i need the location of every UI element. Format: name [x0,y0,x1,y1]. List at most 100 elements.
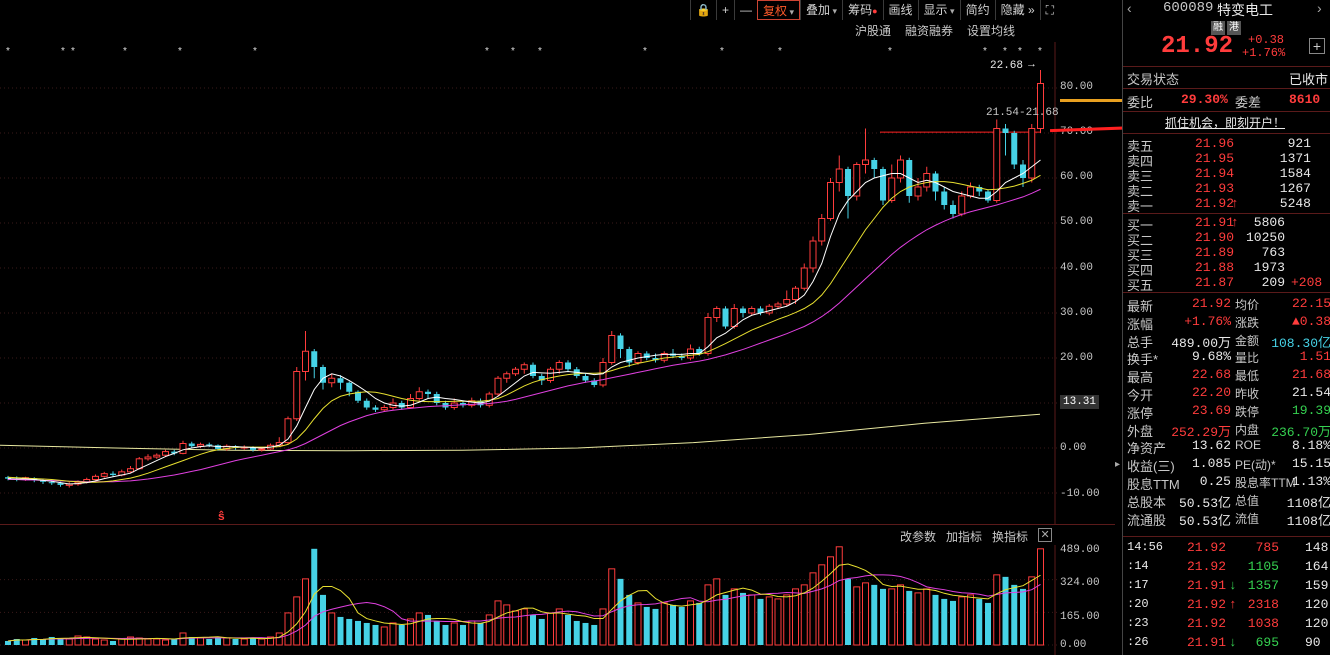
bid-row[interactable]: 买三 21.89 763 [1123,245,1330,263]
switch-indicator-button[interactable]: 换指标 [992,530,1029,544]
candle-body [800,267,808,289]
hk-connect-link[interactable]: 沪股通 [855,24,892,38]
candle-body [748,308,756,314]
ask-price: 21.96 [1195,136,1235,151]
vol-y-label-mid: 324.00 [1060,577,1100,589]
stat-value: 15.15 [1291,456,1330,472]
volume-bar [652,608,659,645]
toolbar-draw-button[interactable]: 画线 [882,0,918,20]
volume-chart[interactable] [0,545,1115,655]
candle-body [162,451,169,456]
bid-row[interactable]: 买五 21.87 209 +208 [1123,275,1330,293]
range-label: 21.54-21.68 [986,107,1059,119]
candlestick-chart[interactable]: * * * * * * * * * * * * * * * * * [0,42,1115,524]
bid-row[interactable]: 买一 21.91 ↑ 5806 [1123,215,1330,233]
volume-bar [512,610,519,646]
volume-bar [363,622,370,645]
margin-trading-link[interactable]: 融资融券 [905,24,954,38]
volume-bar [380,626,388,646]
bid-row[interactable]: 买二 21.90 10250 [1123,230,1330,248]
volume-bar [906,590,913,645]
candle-body [337,378,344,383]
toolbar-display-button[interactable]: 显示 [917,0,960,20]
volume-bar [240,638,248,646]
s-marker-icon: ŝ [218,509,225,523]
volume-bar [985,602,991,645]
stat-label: 金额 [1235,333,1260,348]
stat-label: 最低 [1235,369,1260,384]
ma-settings-link[interactable]: 设置均线 [967,24,1016,38]
tick-count: 90 [1305,635,1321,650]
volume-bar [687,600,694,646]
toolbar-hide-button[interactable]: 隐藏 » [994,0,1040,20]
ask-price: 21.93 [1195,181,1235,196]
stat-value: 50.53亿 [1178,513,1231,529]
stat-label: 总值 [1235,493,1260,508]
candle-body [197,443,204,447]
volume-bar [92,638,99,646]
change-params-button[interactable]: 改参数 [900,530,937,544]
stat-row: 今开 22.20 昨收 21.54 [1123,385,1330,403]
volume-bar [407,618,414,646]
toolbar-adjust-button[interactable]: 复权 [756,0,801,20]
candle-body [704,317,712,354]
stat-value: ▲0.38 [1291,313,1330,329]
volume-bar [215,636,221,645]
stat-label: 净资产 [1127,441,1167,457]
close-icon[interactable]: ✕ [1038,528,1053,542]
stat-row: 换手* 9.68% 量比 1.51 [1123,349,1330,367]
volume-bar [660,602,668,646]
ask-row[interactable]: 卖五 21.96 921 [1123,136,1330,154]
candle-body [250,447,256,450]
add-watch-icon[interactable]: + [1309,38,1325,54]
volume-bar [74,635,82,646]
panel-sep-1 [1123,66,1330,67]
candle-body [1011,133,1018,165]
toolbar-simple-button[interactable]: 简约 [959,0,995,20]
toolbar-zoom-in-icon[interactable]: + [715,0,734,20]
bid-row[interactable]: 买四 21.88 1973 [1123,260,1330,278]
panel-sep-6 [1123,292,1330,293]
volume-bar [670,604,676,645]
price-change-pct: +1.76% [1242,46,1286,60]
stock-name: 特变电工 [1217,2,1273,18]
stat-value: 22.68 [1191,367,1231,383]
volume-bar [827,556,834,646]
promo-link[interactable]: 抓住机会，即刻开户！ [1165,116,1286,130]
stat-value: 21.92 [1191,296,1231,311]
forward-chevron-icon[interactable]: › [1317,0,1322,16]
bid-price: 21.87 [1195,275,1235,290]
toolbar-zoom-out-icon[interactable]: — [733,0,757,20]
volume-bar [853,586,861,646]
event-star-icon: * [253,46,257,57]
back-chevron-icon[interactable]: ‹ [1127,0,1132,16]
candle-body [372,407,379,410]
quote-panel: ‹ 600089 特变电工 › 融港 21.92 +0.38 +1.76% + … [1122,0,1330,655]
fullscreen-icon[interactable]: ⛶ [1039,0,1059,20]
ask-row[interactable]: 卖四 21.95 1371 [1123,151,1330,169]
candle-body [740,308,746,313]
toolbar-chips-button[interactable]: 筹码● [842,0,882,20]
ask-label: 卖二 [1127,184,1154,199]
panel-collapse-handle[interactable]: ▸ [1115,459,1121,470]
toolbar-lock-icon[interactable]: 🔒 [690,0,716,20]
add-indicator-button[interactable]: 加指标 [946,530,983,544]
badge-row: 融港 [1123,18,1330,36]
candle-body [757,308,764,313]
ask-row[interactable]: 卖一 21.92 ↑ 5248 [1123,196,1330,214]
toolbar-overlay-button[interactable]: 叠加 [800,0,842,20]
chart-toolbar: 🔒 + — 复权 叠加 筹码● 画线 显示 简约 隐藏 » ⛶ [690,0,1059,20]
candle-body [48,482,55,484]
event-star-icon: * [6,46,10,57]
stat-row: 最高 22.68 最低 21.68 [1123,367,1330,385]
volume-bar [337,616,344,645]
volume-bar [520,608,528,646]
ask-row[interactable]: 卖三 21.94 1584 [1123,166,1330,184]
tick-count: 159 [1305,578,1329,593]
vol-y-label-max: 489.00 [1060,544,1100,556]
volume-bar [792,588,799,646]
ma250-line [0,413,1041,452]
candle-body [713,308,721,318]
ask-row[interactable]: 卖二 21.93 1267 [1123,181,1330,199]
volume-bar [617,578,624,645]
